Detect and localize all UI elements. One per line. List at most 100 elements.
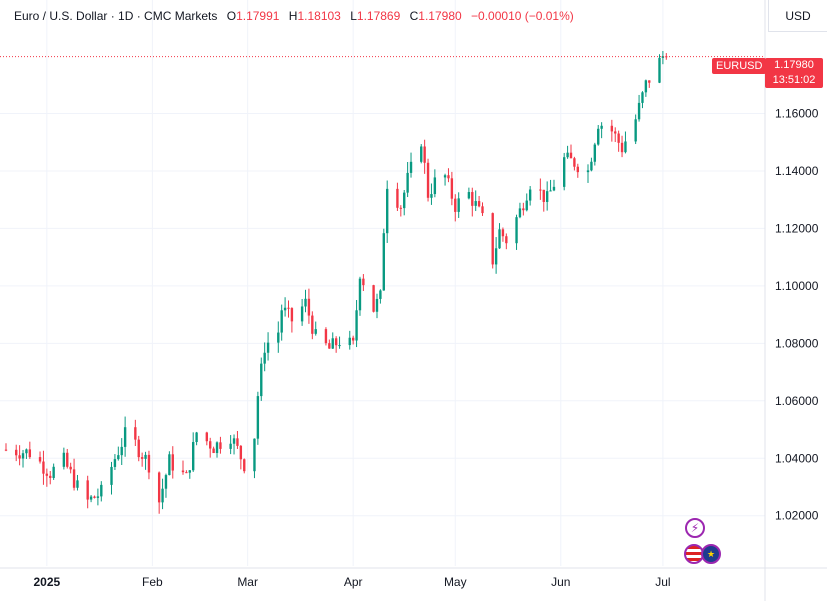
candle-body <box>542 189 545 202</box>
candle-body <box>433 177 437 195</box>
candle-body <box>15 449 18 456</box>
candle-body <box>661 56 665 58</box>
candle-body <box>338 345 341 347</box>
candle-body <box>420 146 423 162</box>
candle-body <box>518 208 522 218</box>
candle-body <box>614 131 617 134</box>
candle-body <box>648 80 651 83</box>
candle-body <box>181 470 185 473</box>
candle-body <box>644 80 648 93</box>
candle-body <box>266 342 270 353</box>
candle-body <box>280 310 283 333</box>
candle-body <box>474 201 477 206</box>
candle-body <box>209 441 212 449</box>
candle-body <box>69 466 72 470</box>
candle-body <box>617 133 620 143</box>
lightning-icon[interactable]: ⚡ <box>685 518 705 538</box>
price-tick-label: 1.16000 <box>775 106 819 120</box>
candle-body <box>641 92 644 103</box>
candle-body <box>18 455 21 459</box>
candle-body <box>25 449 28 454</box>
candle-body <box>457 198 460 212</box>
candle-body <box>117 455 120 460</box>
price-change: −0.00010 (−0.01%) <box>471 9 574 23</box>
candle-body <box>549 190 552 192</box>
candle-body <box>123 427 127 447</box>
candle-body <box>161 488 164 503</box>
candle-body <box>192 442 195 471</box>
candle-body <box>52 466 55 478</box>
candle-body <box>28 449 32 458</box>
candle-body <box>450 178 454 199</box>
price-tick-label: 1.04000 <box>775 451 819 465</box>
candle-body <box>525 200 528 211</box>
candle-body <box>406 172 409 193</box>
candle-body <box>403 192 406 209</box>
candle-body <box>144 454 147 459</box>
candle-body <box>205 432 209 442</box>
candle-body <box>586 170 590 173</box>
price-tick-label: 1.14000 <box>775 164 819 178</box>
candle-body <box>113 459 117 467</box>
candle-body <box>314 329 317 334</box>
candle-body <box>375 298 379 312</box>
candle-body <box>430 194 433 198</box>
candle-body <box>147 454 151 473</box>
last-price-value: 1.17980 <box>774 59 814 71</box>
candle-body <box>89 496 93 500</box>
price-tick-label: 1.12000 <box>775 221 819 235</box>
candle-body <box>539 189 542 191</box>
candle-body <box>137 439 140 458</box>
candle-body <box>658 57 661 83</box>
candle-body <box>164 475 168 489</box>
candle-body <box>304 298 307 307</box>
time-tick-label: Jul <box>655 575 670 589</box>
candle-body <box>566 152 569 158</box>
candle-body <box>311 315 314 334</box>
candle-body <box>140 457 144 459</box>
candle-body <box>219 442 222 449</box>
candle-body <box>215 442 219 454</box>
candle-body <box>443 175 447 178</box>
candle-body <box>637 102 641 120</box>
close-value: 1.17980 <box>418 9 462 23</box>
candle-body <box>42 461 45 474</box>
price-tick-label: 1.08000 <box>775 336 819 350</box>
candle-body <box>171 454 174 471</box>
candle-body <box>399 207 403 209</box>
candle-body <box>569 152 573 159</box>
currency-selector[interactable]: USD <box>768 0 827 32</box>
candle-body <box>239 445 243 460</box>
candle-body <box>590 161 593 171</box>
candle-body <box>256 396 260 439</box>
time-tick-label: Mar <box>237 575 258 589</box>
candle-body <box>290 308 294 322</box>
candle-body <box>498 229 501 249</box>
last-price-label: 1.17980 13:51:02 <box>765 58 823 88</box>
time-tick-label: May <box>444 575 467 589</box>
candle-body <box>467 192 471 199</box>
candle-body <box>522 208 525 211</box>
eu-flag-icon[interactable]: ★ <box>701 544 721 564</box>
candle-body <box>300 306 304 322</box>
open-value: 1.17991 <box>236 9 280 23</box>
candle-body <box>110 466 113 485</box>
symbol-price-tag: EURUSD <box>712 58 767 74</box>
candle-body <box>277 332 280 343</box>
candle-body <box>120 446 123 456</box>
candle-body <box>283 307 287 311</box>
time-tick-label: Feb <box>142 575 163 589</box>
price-tick-label: 1.02000 <box>775 509 819 523</box>
price-tick-label: 1.10000 <box>775 279 819 293</box>
candle-body <box>423 146 426 163</box>
candle-body <box>545 191 549 202</box>
candle-body <box>576 166 579 173</box>
candle-body <box>593 144 597 162</box>
candle-body <box>491 213 494 265</box>
close-label: C <box>409 9 419 23</box>
candle-body <box>76 480 79 488</box>
candle-body <box>348 337 351 346</box>
candle-body <box>38 457 42 462</box>
